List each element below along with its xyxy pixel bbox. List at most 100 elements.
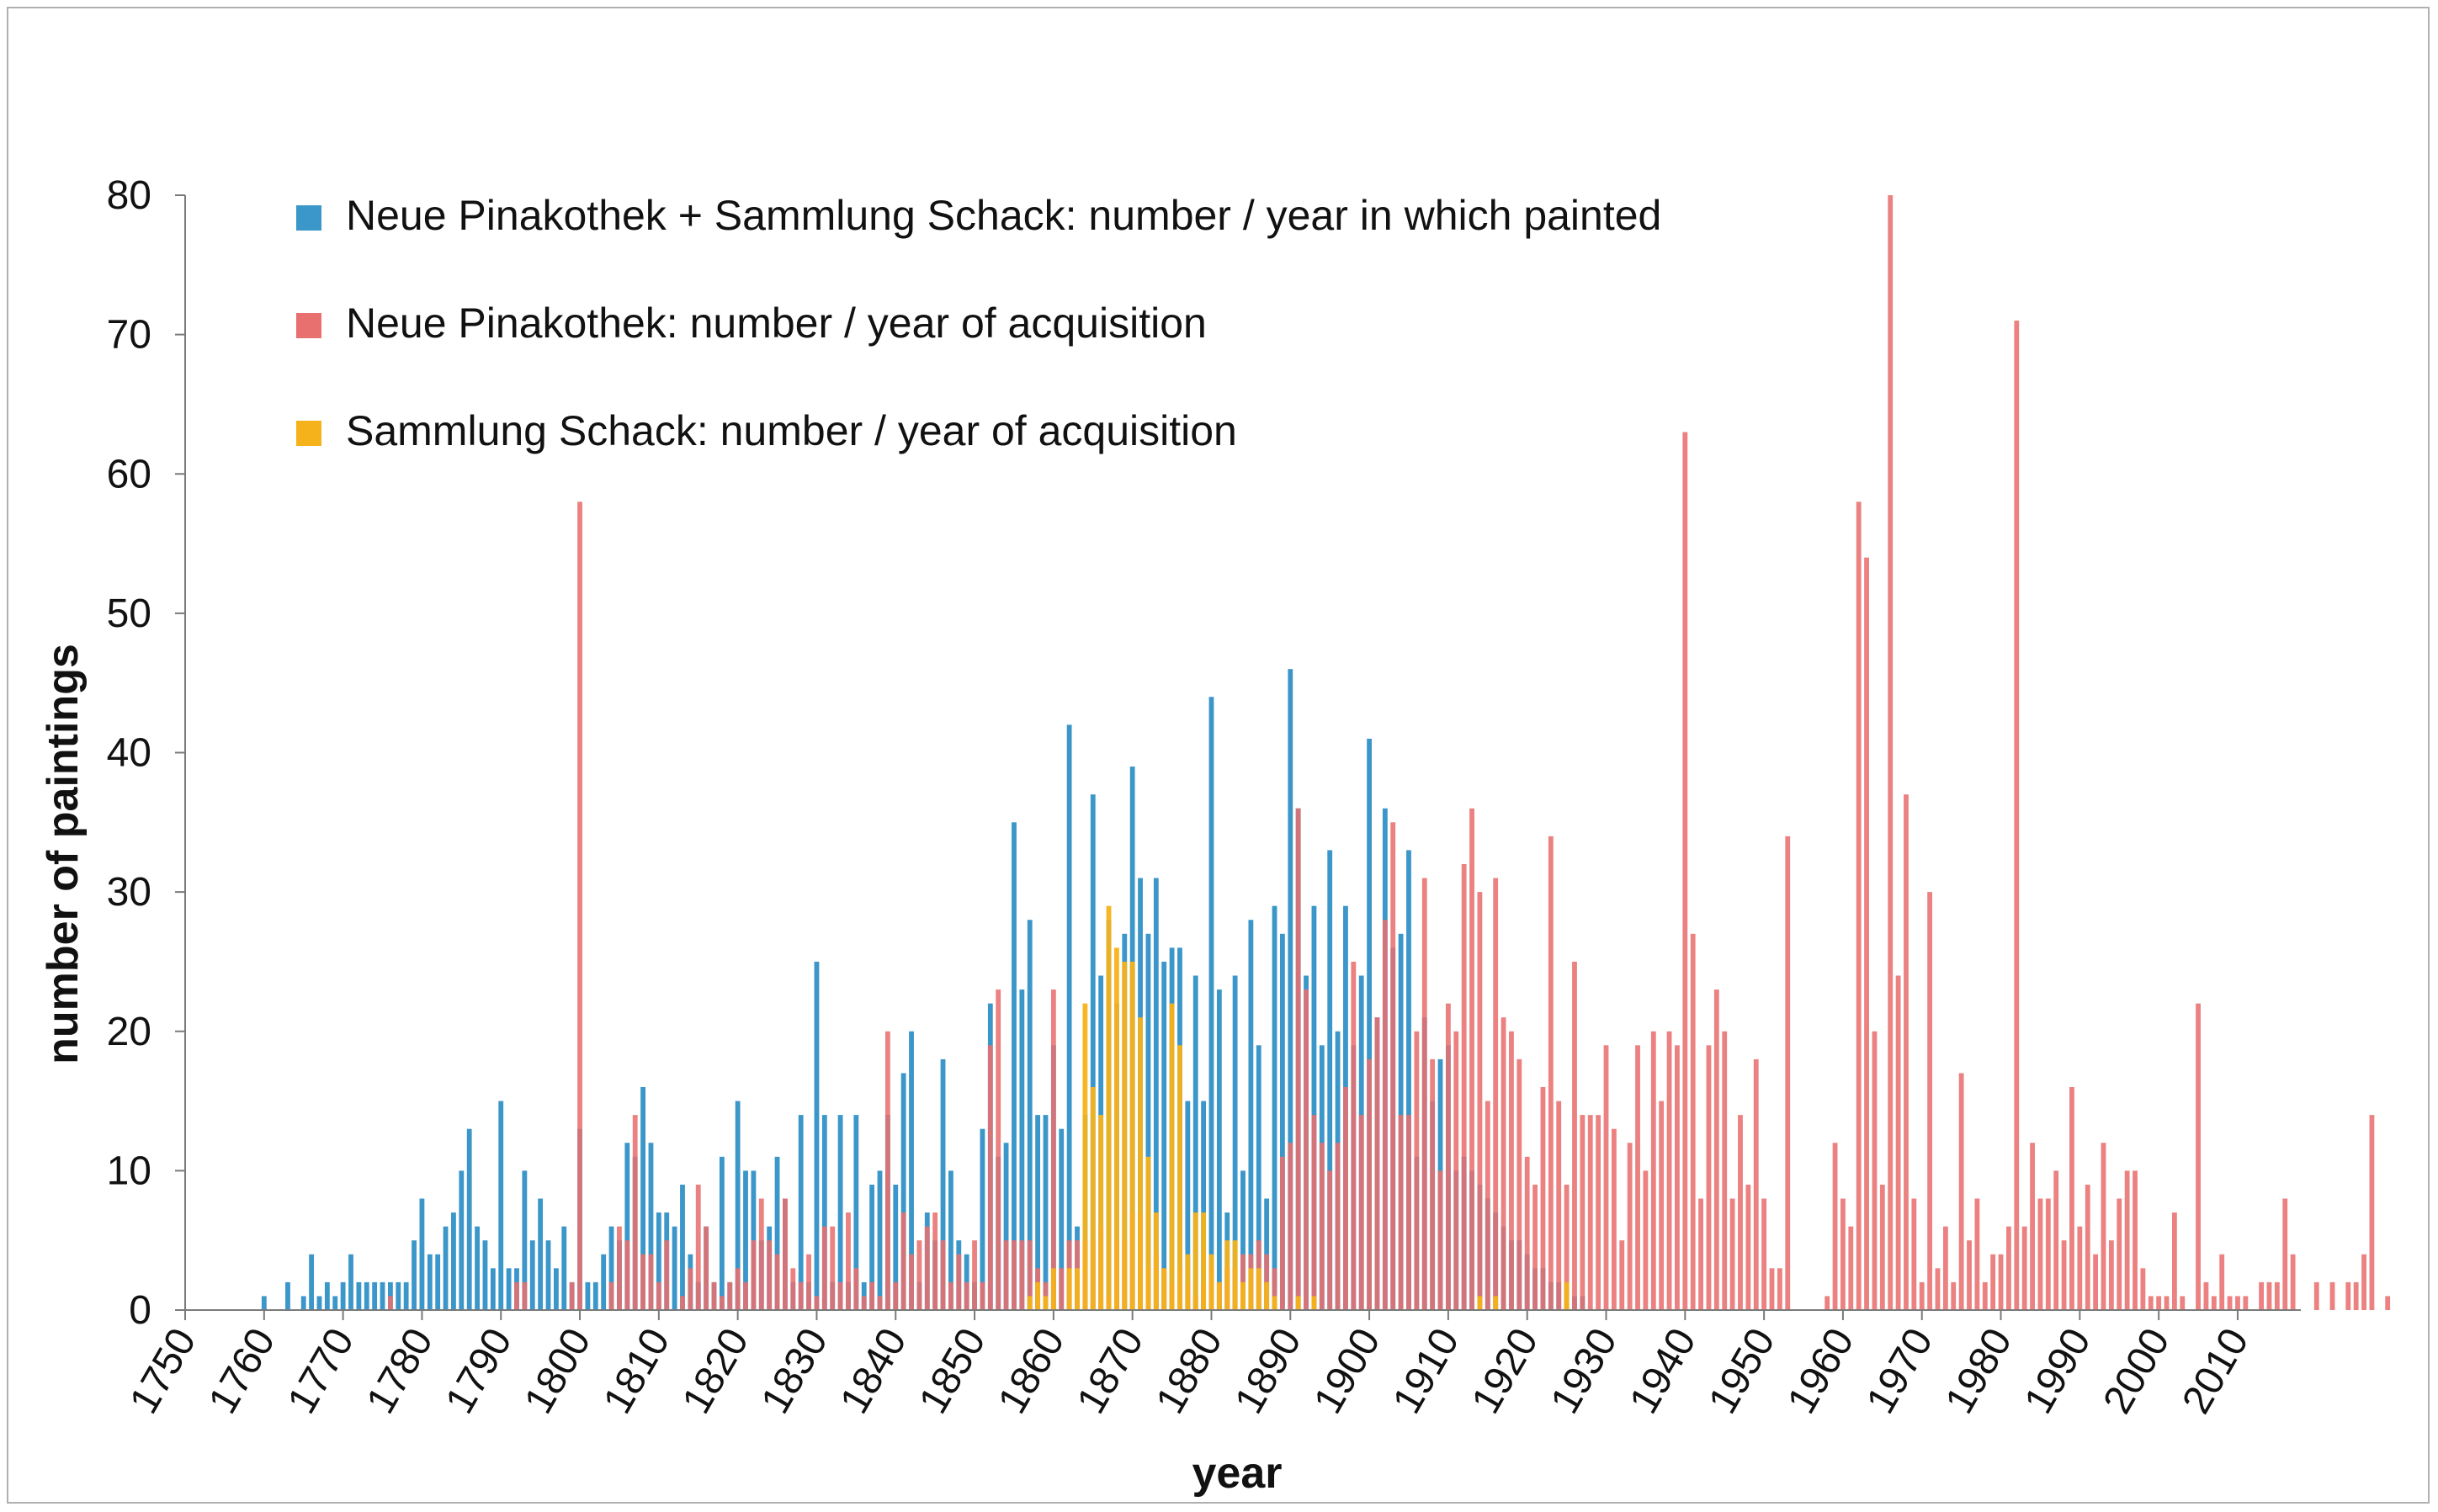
bar-series0-1883	[1232, 975, 1238, 1310]
legend-label-painted: Neue Pinakothek + Sammlung Schack: numbe…	[346, 192, 1661, 239]
bar-series1-2001	[2164, 1296, 2170, 1310]
bar-series0-1831	[821, 1115, 827, 1311]
bar-series0-1763	[285, 1281, 290, 1311]
bar-series0-1849	[964, 1254, 969, 1310]
bar-series2-1866	[1098, 1115, 1104, 1311]
bar-series0-1779	[412, 1240, 417, 1310]
x-tick-label: 1750	[121, 1321, 204, 1421]
bar-series0-1837	[869, 1184, 875, 1310]
legend-swatch-schack-acquisition	[296, 421, 321, 446]
bar-series1-2002	[2172, 1212, 2177, 1310]
bar-series1-1850	[972, 1240, 977, 1310]
bar-series1-1969	[1911, 1198, 1917, 1310]
bar-series0-1890	[1288, 669, 1293, 1310]
bar-series1-1930	[1603, 1045, 1609, 1310]
bar-series1-2014	[2266, 1281, 2272, 1311]
bar-series1-1892	[1304, 989, 1309, 1310]
bar-series1-1904	[1398, 1115, 1404, 1311]
y-tick-label: 30	[107, 870, 151, 915]
bar-series0-1766	[309, 1254, 314, 1310]
bar-series1-1819	[727, 1281, 733, 1311]
bar-series1-1935	[1643, 1170, 1649, 1311]
bar-series1-1895	[1327, 1170, 1333, 1311]
bar-series0-1874	[1161, 961, 1167, 1310]
legend-swatch-np-acquisition	[296, 313, 321, 338]
bar-series1-1815	[695, 1184, 701, 1310]
bar-series2-1869	[1122, 961, 1128, 1310]
bar-series1-1970	[1919, 1281, 1925, 1311]
bar-series0-1884	[1240, 1170, 1246, 1311]
x-tick-label: 1940	[1622, 1321, 1705, 1421]
x-tick-label: 1990	[2016, 1321, 2100, 1421]
bar-series1-1800	[577, 501, 582, 1311]
bar-series1-1921	[1532, 1184, 1538, 1310]
bar-series0-1769	[332, 1296, 338, 1310]
bar-series0-1782	[435, 1254, 441, 1310]
bar-series2-1878	[1192, 1212, 1198, 1310]
x-tick-label: 1900	[1305, 1321, 1389, 1421]
bar-series0-1854	[1003, 1143, 1009, 1310]
bars-layer	[261, 195, 2391, 1311]
bar-series1-1966	[1888, 195, 1894, 1310]
bar-series0-1873	[1153, 878, 1159, 1310]
bar-series2-1862	[1066, 1268, 1072, 1310]
bar-series1-1839	[884, 1031, 890, 1310]
bar-series1-1989	[2069, 1087, 2074, 1310]
bar-series1-1838	[877, 1296, 883, 1310]
bar-series2-1893	[1311, 1296, 1317, 1310]
bar-series1-1967	[1895, 975, 1901, 1310]
bar-series1-1834	[846, 1212, 851, 1310]
bar-series1-1961	[1848, 1226, 1854, 1311]
bar-series1-1990	[2077, 1226, 2083, 1311]
bar-series0-1771	[348, 1254, 353, 1310]
bar-series0-1865	[1090, 794, 1096, 1310]
bar-series1-2016	[2282, 1198, 2288, 1310]
bar-series2-1914	[1477, 1296, 1483, 1310]
bar-series0-1777	[396, 1281, 401, 1311]
chart-frame	[7, 7, 2430, 1504]
bar-series0-1772	[356, 1281, 362, 1311]
bar-series2-1872	[1145, 1156, 1151, 1310]
bar-series0-1872	[1145, 933, 1151, 1310]
bar-series2-1916	[1493, 1296, 1499, 1310]
bar-series0-1879	[1201, 1101, 1207, 1310]
bar-series1-1938	[1666, 1031, 1672, 1310]
bar-series1-1813	[680, 1296, 685, 1310]
bar-series0-1797	[553, 1268, 559, 1310]
bar-series0-1796	[545, 1240, 551, 1310]
bar-series1-1914	[1477, 892, 1483, 1311]
bar-series0-1790	[498, 1101, 504, 1310]
bar-series0-1859	[1043, 1115, 1049, 1311]
bar-series1-1853	[996, 989, 1001, 1310]
bar-series1-1840	[893, 1281, 899, 1311]
x-tick-label: 1840	[831, 1321, 915, 1421]
bar-series1-1837	[869, 1281, 875, 1311]
bar-series1-1807	[632, 1115, 638, 1311]
bar-series1-1934	[1635, 1045, 1640, 1310]
bar-series1-1897	[1343, 1087, 1348, 1310]
bar-series1-1973	[1942, 1226, 1948, 1311]
bar-series2-1863	[1075, 1268, 1080, 1310]
bar-series0-1861	[1059, 1128, 1065, 1310]
bar-series1-1826	[783, 1198, 788, 1310]
bar-series1-1931	[1611, 1128, 1617, 1310]
legend-label-np-acquisition: Neue Pinakothek: number / year of acquis…	[346, 300, 1207, 347]
bar-series1-1903	[1390, 822, 1396, 1310]
x-tick-label: 1930	[1543, 1321, 1626, 1421]
x-tick-label: 1770	[279, 1321, 363, 1421]
bar-series1-1942	[1698, 1198, 1703, 1310]
bar-series0-1813	[680, 1184, 685, 1310]
bar-series0-1795	[538, 1198, 544, 1310]
bar-series1-1831	[821, 1226, 827, 1311]
bar-series0-1768	[324, 1281, 330, 1311]
bar-series2-1887	[1264, 1281, 1270, 1311]
bar-series1-1828	[798, 1281, 804, 1311]
bar-series1-1814	[688, 1268, 693, 1310]
bar-series0-1841	[900, 1073, 906, 1310]
bar-series1-1925	[1564, 1184, 1570, 1310]
bar-series1-1827	[790, 1268, 796, 1310]
bar-series1-2029	[2385, 1296, 2391, 1310]
bar-series2-1891	[1295, 1296, 1301, 1310]
y-tick-label: 50	[107, 592, 151, 636]
bar-series0-1821	[743, 1170, 748, 1311]
